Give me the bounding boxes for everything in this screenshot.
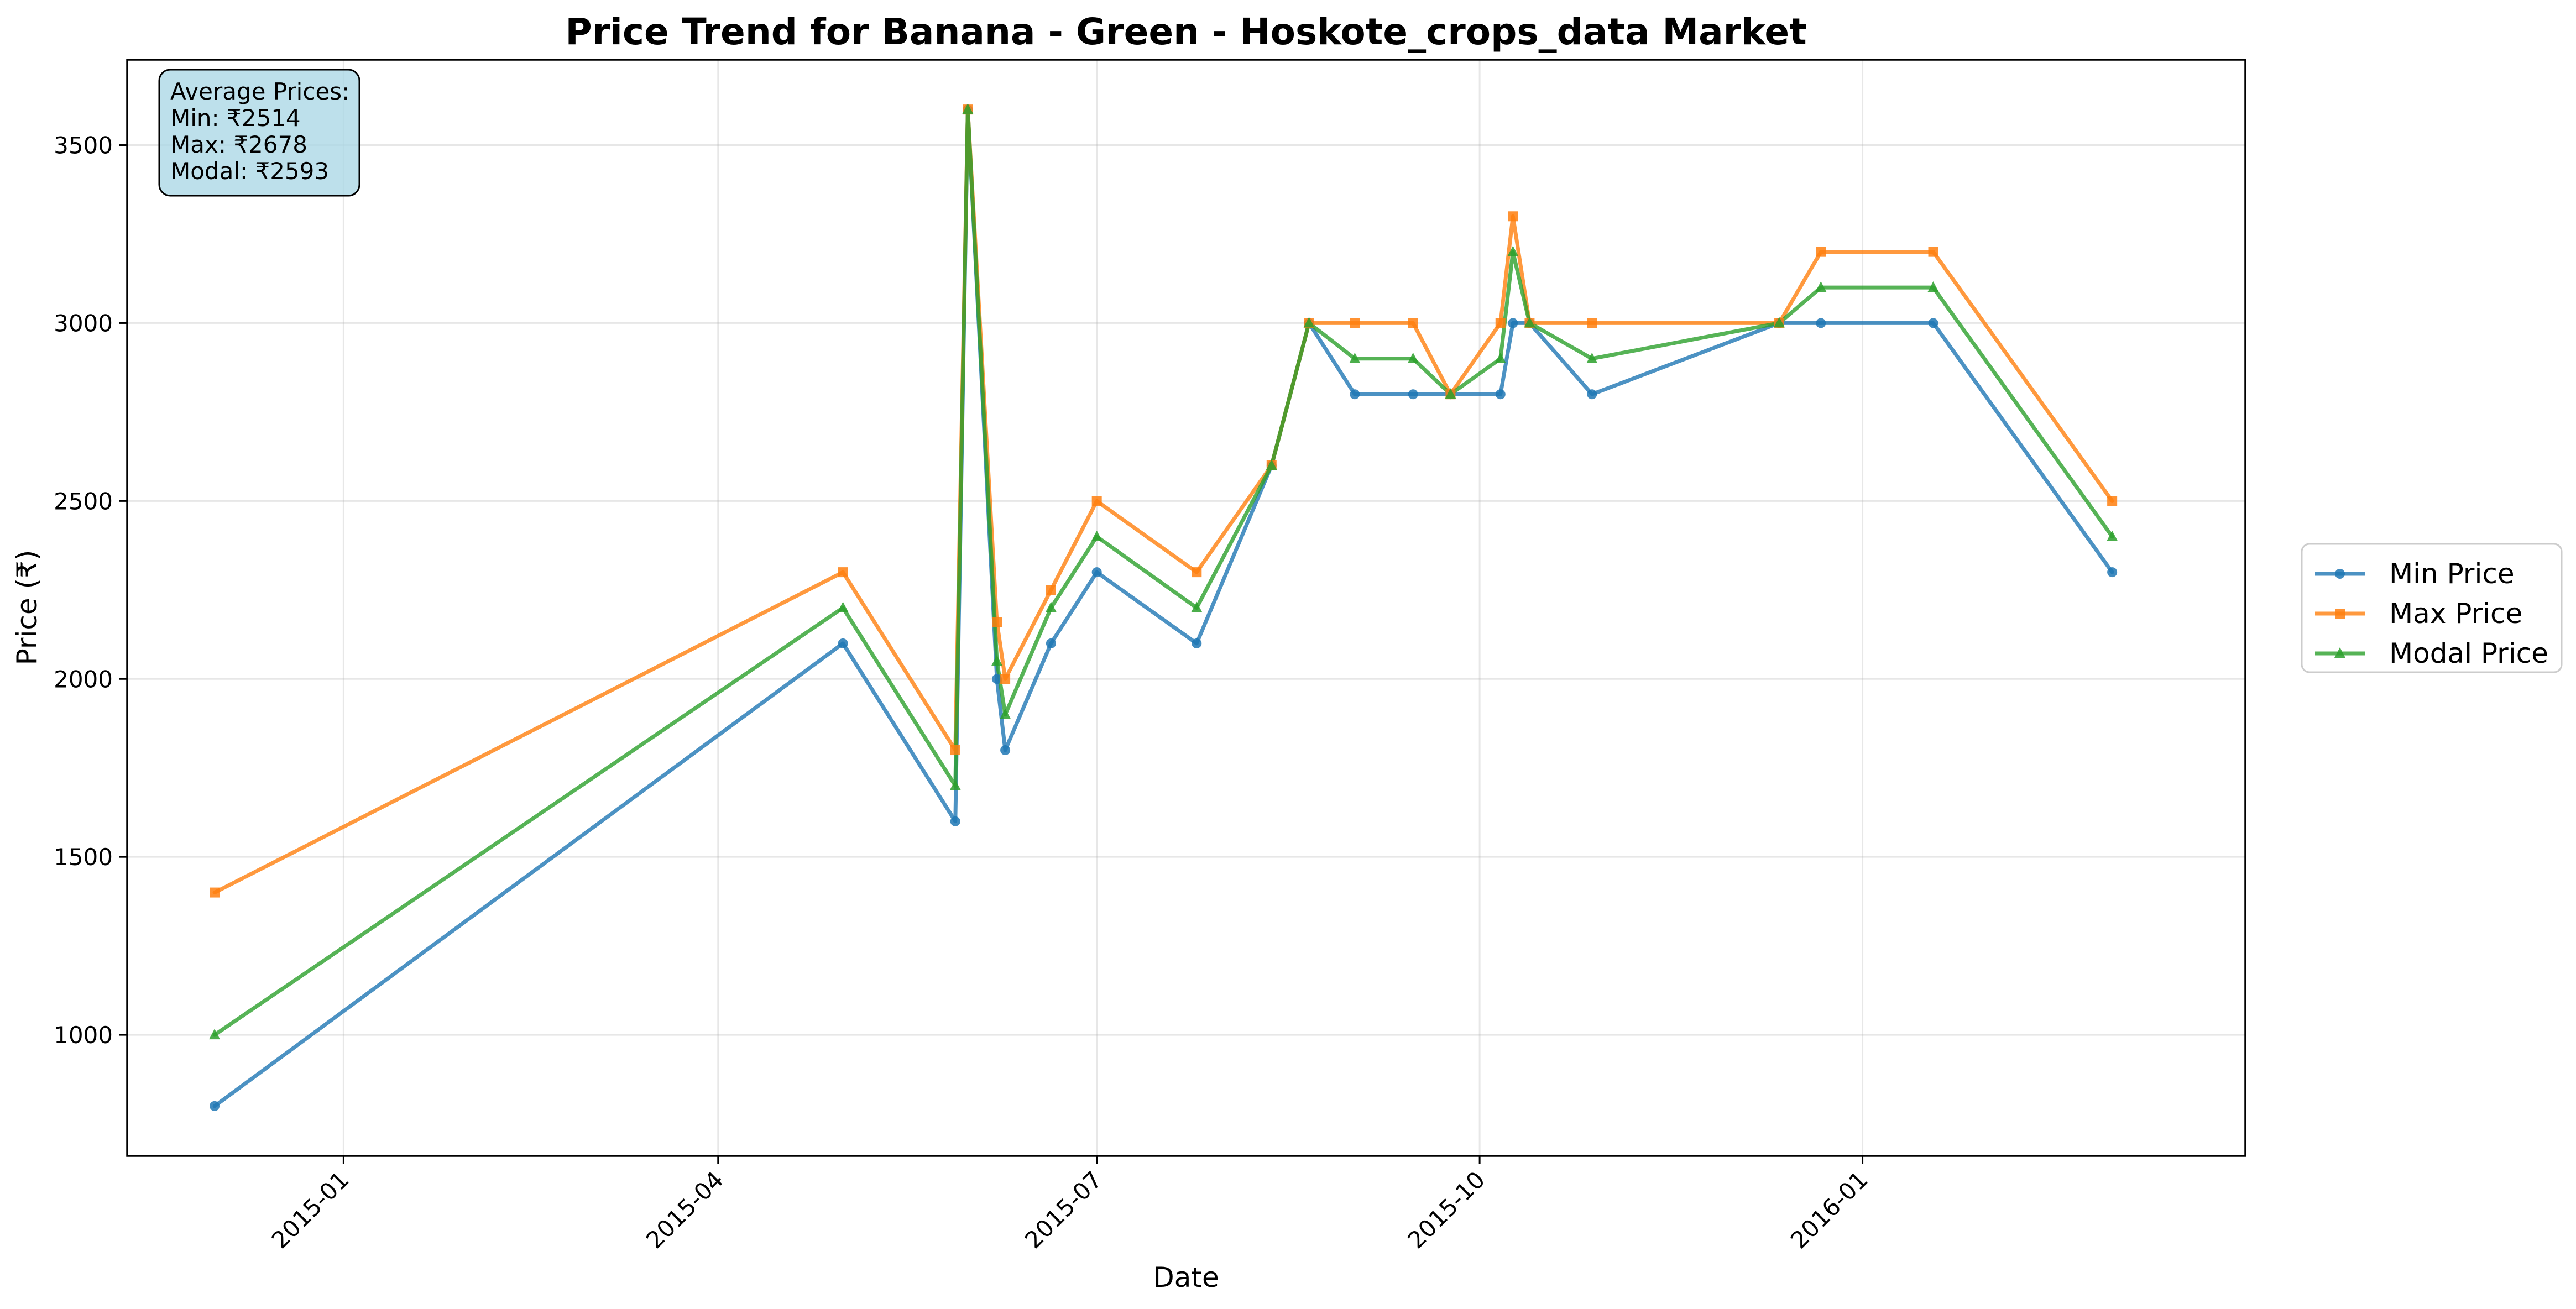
modal-price-point [1495,352,1506,363]
modal-price-point [209,1029,221,1040]
min-price-point [1508,318,1518,328]
max-price-point [1046,585,1056,595]
modal-price-point [1407,352,1419,363]
max-price-legend-marker [2335,609,2345,619]
max-price-point [1587,318,1597,328]
modal-price-point [2107,530,2118,541]
modal-price-point [1091,530,1102,541]
min-price-point [1495,389,1506,400]
min-price-point [1046,638,1056,648]
average-max-price: Max: ₹2678 [170,131,307,158]
modal-price-point [1303,317,1315,328]
legend-frame [2301,543,2563,673]
modal-price-point [1507,245,1519,256]
average-prices-box-background [158,69,360,197]
min-price-point [1091,567,1102,578]
modal-price-point [1927,281,1939,292]
average-prices-heading: Average Prices: [170,78,349,105]
modal-price-point [1000,708,1011,719]
min-price-legend-label: Min Price [2389,558,2515,590]
modal-price-legend-marker [2334,647,2345,658]
max-price-legend-label: Max Price [2389,598,2522,630]
max-price-point [1508,211,1518,222]
average-min-price: Min: ₹2514 [170,104,301,132]
modal-price-point [837,601,849,612]
min-price-point [1408,389,1418,400]
max-price-point [1495,318,1506,328]
min-price-point [1587,389,1597,400]
y-tick-label: 3500 [54,132,113,159]
min-price-point [1192,638,1202,648]
min-price-point [838,638,848,648]
max-price-point [1350,318,1360,328]
max-price-point [1408,318,1418,328]
chart-title: Price Trend for Banana - Green - Hoskote… [565,11,1806,53]
y-tick-label: 1500 [54,844,113,871]
min-price-point [992,674,1002,684]
min-price-point [210,1101,220,1111]
modal-price-point [1191,601,1203,612]
modal-price-point [1266,459,1277,470]
max-price-point [950,745,960,756]
min-price-point [950,816,960,826]
y-tick-label: 1000 [54,1022,113,1049]
modal-price-point [1445,388,1456,399]
grid-lines [127,60,2245,1156]
y-tick-label: 2000 [54,666,113,693]
min-price-point [2107,567,2118,578]
max-price-point [992,617,1002,627]
min-price-legend-marker [2335,569,2345,579]
legend-entries: Min Price Max Price Modal Price [2315,558,2548,669]
y-tick-label: 3000 [54,310,113,337]
max-price-point [1000,674,1011,684]
min-price-point [1000,745,1011,756]
series-lines [212,107,2114,1108]
min-price-point [1928,318,1938,328]
x-axis-title: Date [1153,1261,1219,1294]
modal-price-legend-label: Modal Price [2389,637,2548,669]
series-markers [209,103,2118,1111]
y-axis-title: Price (₹) [11,550,43,666]
plot-frame [126,59,2246,1157]
chart-legend: Min Price Max Price Modal Price [2301,543,2563,673]
modal-price-point [1349,352,1361,363]
modal-price-point [1045,601,1057,612]
modal-price-point [1815,281,1827,292]
modal-price-point [962,103,974,114]
max-price-point [1928,247,1938,257]
max-price-point [1192,567,1202,578]
y-tick-label: 2500 [54,488,113,515]
max-price-point [2107,496,2118,506]
modal-price-point [991,655,1003,666]
min-price-point [1350,389,1360,400]
average-prices-box: Average Prices: Min: ₹2514 Max: ₹2678 Mo… [158,69,360,197]
modal-price-line [212,107,2114,1037]
modal-price-point [1524,317,1535,328]
average-modal-price: Modal: ₹2593 [170,158,329,185]
max-price-point [1816,247,1826,257]
max-price-point [838,567,848,578]
modal-price-point [949,779,961,790]
modal-price-point [1774,317,1785,328]
max-price-point [210,887,220,898]
max-price-point [1091,496,1102,506]
modal-price-point [1586,352,1598,363]
min-price-point [1816,318,1826,328]
